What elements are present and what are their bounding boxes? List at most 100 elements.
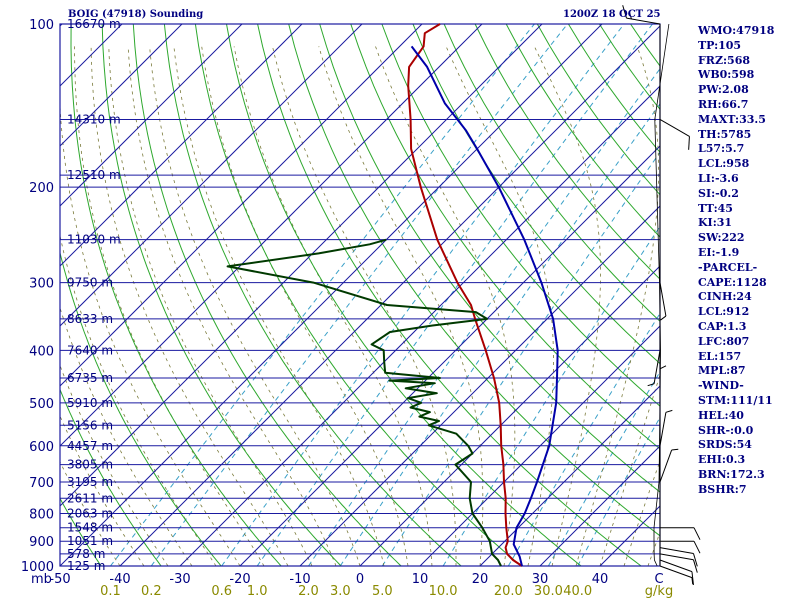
barb-flag — [693, 540, 701, 554]
moist-adiabat — [534, 46, 601, 567]
isotherm — [59, 23, 483, 447]
isotherm — [239, 145, 661, 567]
isotherm — [299, 205, 661, 567]
dry-adiabat — [567, 23, 661, 153]
height-label: 11030 m — [67, 233, 121, 247]
index-item: TP:105 — [698, 38, 742, 52]
pressure-label: 1000 — [21, 560, 54, 575]
mixing-ratio-label: 0.2 — [141, 584, 162, 599]
wind-barb — [659, 409, 673, 446]
isotherm — [359, 265, 661, 567]
moist-adiabat — [599, 374, 661, 567]
temperature-label: 10 — [412, 572, 429, 587]
height-label: 125 m — [67, 559, 105, 573]
index-item: -WIND- — [698, 379, 744, 393]
mixing-ratio-label: 2.0 — [298, 584, 319, 599]
isotherm — [599, 505, 661, 567]
index-item: WMO:47918 — [698, 24, 775, 37]
height-label: 2063 m — [67, 507, 113, 521]
dry-adiabat — [59, 498, 102, 567]
index-item: LCL:912 — [698, 305, 750, 319]
mixing-ratio-label: 20.0 — [494, 584, 523, 599]
height-label: 12510 m — [67, 168, 121, 182]
barb-flag — [622, 5, 627, 19]
index-item: LFC:807 — [698, 334, 750, 348]
barb-half — [691, 577, 694, 585]
index-item: LI:-3.6 — [698, 171, 739, 185]
barb-flag — [693, 559, 698, 573]
mixing-ratio-label: 40.0 — [563, 584, 592, 599]
barb-staff — [659, 559, 693, 573]
index-item: BRN:172.3 — [698, 467, 765, 481]
isotherm — [59, 23, 183, 147]
wind-barb — [660, 540, 701, 554]
index-item: -PARCEL- — [698, 260, 758, 274]
temperature-label: -40 — [109, 572, 130, 587]
index-item: RH:66.7 — [698, 97, 749, 111]
index-item: STM:111/11 — [698, 393, 773, 407]
moist-adiabat — [59, 365, 169, 567]
barb-half — [659, 365, 667, 370]
height-label: 5910 m — [67, 396, 113, 410]
index-item: CAPE:1128 — [698, 275, 767, 289]
moist-adiabat — [445, 46, 554, 567]
isotherm — [539, 445, 661, 567]
wind-barb — [660, 527, 701, 540]
height-label: 1548 m — [67, 521, 113, 535]
barb-half — [629, 12, 632, 20]
wind-barb — [659, 118, 690, 150]
wind-barb — [622, 5, 661, 25]
index-item: HEL:40 — [698, 408, 744, 422]
height-label: 6735 m — [67, 371, 113, 385]
temperature-label: -10 — [289, 572, 310, 587]
index-item: WB0:598 — [698, 68, 755, 82]
mixing-ratio-label: 30.0 — [534, 584, 563, 599]
wind-barb — [659, 565, 694, 585]
temperature-label: -20 — [229, 572, 250, 587]
isotherm — [59, 23, 423, 387]
height-label: 7640 m — [67, 343, 113, 357]
pressure-label: 600 — [29, 440, 54, 455]
temperature-unit: C — [654, 572, 663, 587]
wind-barb — [647, 350, 661, 387]
barb-staff — [659, 118, 690, 137]
index-item: FRZ:568 — [698, 53, 751, 67]
height-labels: 16670 m 14310 m 12510 m 11030 m 9750 m 8633 m… — [67, 17, 121, 573]
pressure-label: 400 — [29, 344, 54, 359]
mixing-ratio-label: 0.6 — [211, 584, 232, 599]
height-label: 16670 m — [67, 17, 121, 31]
height-label: 578 m — [67, 547, 105, 561]
station-title: BOIG (47918) Sounding — [68, 9, 204, 20]
temperature-line — [407, 23, 523, 567]
mixing-ratio-axis-labels: 0.1 0.2 0.6 1.0 2.0 3.0 5.0 10.0 20.0 30.0 40.0 g/k… — [100, 584, 673, 599]
plot-frame — [60, 24, 660, 566]
dewpoint-line — [226, 238, 502, 567]
barb-half — [665, 409, 673, 413]
isotherm — [479, 385, 661, 567]
temperature-label: 20 — [472, 572, 489, 587]
temperature-label: 0 — [356, 572, 364, 587]
barb-half — [671, 448, 679, 451]
index-item: TH:5785 — [698, 127, 752, 141]
wind-barb — [659, 559, 694, 586]
mixing-ratio-unit: g/kg — [645, 584, 673, 599]
moist-adiabat — [647, 532, 661, 567]
index-item: SW:222 — [698, 231, 745, 245]
temperature-label: 30 — [532, 572, 549, 587]
index-item: CAP:1.3 — [698, 319, 747, 333]
index-item: MPL:87 — [698, 364, 746, 378]
index-item: EHI:0.3 — [698, 453, 746, 467]
pressure-unit: mb — [31, 572, 52, 587]
index-item: EI:-1.9 — [698, 245, 740, 259]
pressure-label: 800 — [29, 508, 54, 523]
height-label: 5156 m — [67, 418, 113, 432]
isobars — [59, 23, 661, 567]
isotherm — [59, 23, 243, 207]
mixing-ratio-label: 1.0 — [247, 584, 268, 599]
barb-staff — [659, 412, 667, 446]
pressure-label: 200 — [29, 181, 54, 196]
index-item: TT:45 — [698, 201, 733, 215]
dry-adiabat — [381, 23, 661, 407]
pressure-label: 900 — [29, 535, 54, 550]
